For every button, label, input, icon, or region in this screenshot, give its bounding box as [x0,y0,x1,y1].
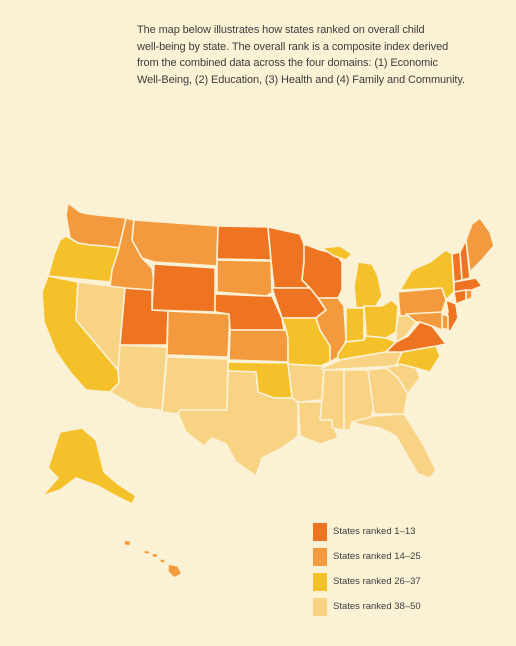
state-il[interactable] [315,297,347,363]
state-me[interactable] [465,217,495,273]
state-ar[interactable] [287,363,325,403]
legend-swatch [313,548,327,566]
legend-swatch [313,523,327,541]
description-line: The map below illustrates how states ran… [137,24,425,36]
map-description: The map below illustrates how states ran… [137,22,497,88]
state-mi[interactable] [321,245,383,309]
state-tx[interactable] [177,370,299,477]
state-fl[interactable] [351,413,437,479]
state-oh[interactable] [363,299,399,339]
state-nm[interactable] [161,356,229,415]
legend-label: States ranked 14–25 [333,551,421,562]
state-ak[interactable] [41,427,137,505]
legend-swatch [313,573,327,591]
state-nh[interactable] [459,239,471,281]
state-co[interactable] [166,310,231,358]
state-ri[interactable] [465,289,473,301]
description-line: from the combined data across the four d… [137,57,438,69]
legend-swatch [313,598,327,616]
state-wy[interactable] [151,263,216,313]
legend-label: States ranked 1–13 [333,526,416,537]
legend-label: States ranked 38–50 [333,601,421,612]
state-hi[interactable] [123,539,183,579]
state-ma[interactable] [453,277,483,293]
state-nd[interactable] [216,225,272,261]
state-md[interactable] [405,311,443,331]
state-sd[interactable] [216,259,273,297]
state-in[interactable] [345,307,365,343]
state-az[interactable] [109,344,168,411]
state-ks[interactable] [228,329,289,363]
legend-label: States ranked 26–37 [333,576,421,587]
description-line: Well-Being, (2) Education, (3) Health an… [137,73,465,86]
description-line: well-being by state. The overall rank is… [137,40,449,53]
state-mt[interactable] [131,219,219,267]
state-de[interactable] [441,313,449,331]
state-ct[interactable] [453,289,467,305]
